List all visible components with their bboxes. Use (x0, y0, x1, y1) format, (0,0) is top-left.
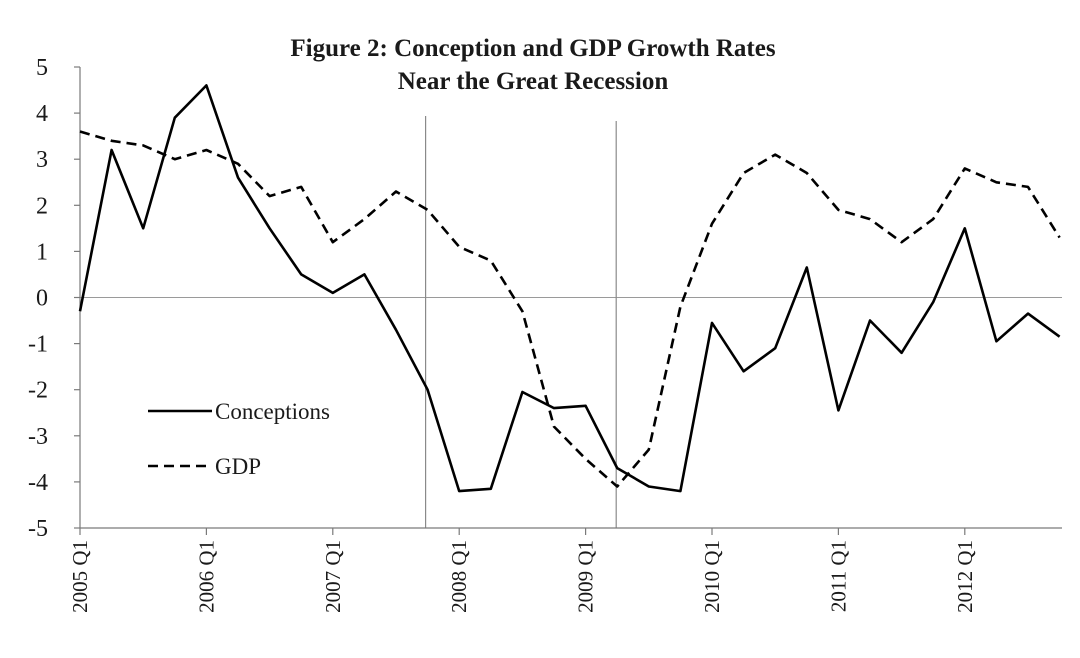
legend-label-conceptions: Conceptions (215, 399, 330, 424)
y-tick-label: -2 (28, 378, 48, 404)
legend: Conceptions GDP (148, 399, 330, 479)
legend-label-gdp: GDP (215, 454, 261, 479)
chart-title-line-2: Near the Great Recession (398, 68, 669, 95)
y-tick-label: -5 (28, 516, 48, 542)
x-tick-label: 2007 Q1 (321, 540, 345, 613)
x-tick-label: 2006 Q1 (194, 540, 218, 613)
y-tick-label: 1 (36, 239, 48, 265)
series-line-conceptions (78, 84, 1061, 493)
x-tick-label: 2011 Q1 (826, 540, 850, 612)
y-tick-label: 3 (36, 147, 48, 173)
x-tick-label: 2008 Q1 (447, 540, 471, 613)
chart-title-line-1: Figure 2: Conception and GDP Growth Rate… (290, 35, 775, 62)
y-tick-label: 5 (36, 55, 48, 81)
y-tick-label: -4 (28, 470, 48, 496)
y-tick-label: -3 (28, 424, 48, 450)
y-tick-label: -1 (28, 332, 48, 358)
plot-area: 5 4 3 2 1 0 -1 -2 -3 -4 -5 2005 Q1 2006 Q1 2007 Q1 200… (28, 55, 1062, 613)
x-tick-label: 2010 Q1 (700, 540, 724, 613)
y-tick-label: 4 (36, 101, 48, 127)
y-tick-label: 0 (36, 286, 48, 312)
y-tick-label: 2 (36, 193, 48, 219)
series-line-gdp (79, 130, 1061, 488)
x-tick-label: 2012 Q1 (953, 540, 977, 613)
x-tick-label: 2009 Q1 (574, 540, 598, 613)
x-tick-label: 2005 Q1 (68, 540, 92, 613)
